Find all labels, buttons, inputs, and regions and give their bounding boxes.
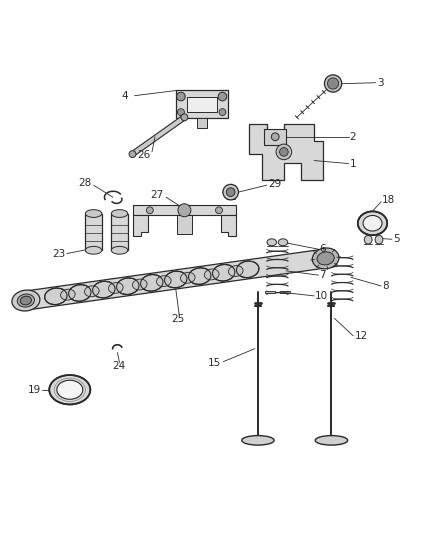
- Ellipse shape: [85, 246, 102, 254]
- Polygon shape: [265, 290, 275, 293]
- Circle shape: [223, 184, 238, 200]
- Text: 24: 24: [112, 361, 125, 371]
- Polygon shape: [133, 205, 236, 215]
- Ellipse shape: [17, 294, 35, 307]
- Circle shape: [215, 207, 223, 214]
- Ellipse shape: [267, 239, 276, 246]
- Ellipse shape: [375, 236, 383, 244]
- Ellipse shape: [165, 271, 187, 288]
- Polygon shape: [131, 115, 186, 156]
- Ellipse shape: [141, 274, 163, 291]
- Text: 5: 5: [393, 235, 399, 244]
- Ellipse shape: [363, 215, 382, 231]
- Polygon shape: [85, 214, 102, 251]
- Text: 1: 1: [350, 159, 356, 168]
- Circle shape: [219, 109, 226, 116]
- Ellipse shape: [109, 282, 123, 293]
- Text: 8: 8: [382, 281, 389, 291]
- Text: 7: 7: [319, 270, 326, 280]
- Ellipse shape: [60, 289, 75, 300]
- Polygon shape: [177, 215, 192, 234]
- Text: 4: 4: [122, 91, 128, 101]
- Text: 15: 15: [208, 358, 221, 367]
- Ellipse shape: [49, 375, 90, 405]
- Ellipse shape: [117, 278, 139, 295]
- Polygon shape: [176, 91, 228, 118]
- Text: 2: 2: [350, 132, 356, 142]
- Circle shape: [226, 188, 235, 197]
- Circle shape: [218, 92, 227, 101]
- Ellipse shape: [237, 261, 259, 278]
- Text: 23: 23: [52, 249, 66, 260]
- Circle shape: [279, 148, 288, 156]
- Polygon shape: [133, 215, 148, 236]
- Polygon shape: [221, 215, 236, 236]
- Polygon shape: [187, 96, 217, 112]
- Text: 19: 19: [28, 385, 41, 395]
- Ellipse shape: [188, 268, 211, 285]
- Polygon shape: [25, 249, 327, 310]
- Ellipse shape: [92, 281, 115, 298]
- Text: 10: 10: [315, 291, 328, 301]
- Text: 3: 3: [377, 78, 383, 88]
- Ellipse shape: [315, 435, 348, 445]
- Circle shape: [177, 109, 184, 116]
- Text: 29: 29: [268, 179, 281, 189]
- Ellipse shape: [358, 212, 387, 235]
- Ellipse shape: [205, 269, 219, 280]
- Ellipse shape: [312, 248, 339, 269]
- Ellipse shape: [242, 435, 274, 445]
- Polygon shape: [249, 124, 323, 180]
- Ellipse shape: [156, 276, 171, 287]
- Ellipse shape: [111, 209, 128, 217]
- Text: 26: 26: [138, 150, 151, 160]
- Ellipse shape: [278, 239, 288, 246]
- Text: 27: 27: [150, 190, 164, 200]
- Ellipse shape: [180, 272, 195, 283]
- Ellipse shape: [85, 209, 102, 217]
- Circle shape: [328, 78, 339, 89]
- Circle shape: [181, 114, 188, 121]
- Circle shape: [271, 133, 279, 141]
- Ellipse shape: [57, 380, 83, 399]
- Circle shape: [129, 151, 136, 158]
- Circle shape: [146, 207, 153, 214]
- Ellipse shape: [12, 290, 40, 311]
- Ellipse shape: [69, 285, 91, 301]
- Ellipse shape: [212, 264, 235, 281]
- Text: 18: 18: [382, 195, 395, 205]
- Polygon shape: [197, 118, 207, 128]
- Circle shape: [325, 75, 342, 92]
- Ellipse shape: [364, 236, 372, 244]
- Ellipse shape: [85, 286, 99, 297]
- Polygon shape: [111, 214, 128, 251]
- Text: 6: 6: [319, 244, 326, 254]
- Text: 12: 12: [354, 330, 367, 341]
- Ellipse shape: [228, 265, 243, 277]
- Polygon shape: [279, 290, 290, 293]
- Text: 28: 28: [78, 179, 92, 189]
- Ellipse shape: [111, 246, 128, 254]
- Circle shape: [178, 204, 191, 217]
- Circle shape: [276, 144, 292, 160]
- Text: 25: 25: [171, 314, 184, 324]
- Ellipse shape: [317, 252, 334, 265]
- Circle shape: [177, 92, 185, 101]
- Ellipse shape: [20, 296, 32, 305]
- Ellipse shape: [132, 279, 147, 290]
- Polygon shape: [265, 129, 286, 144]
- Ellipse shape: [45, 288, 67, 305]
